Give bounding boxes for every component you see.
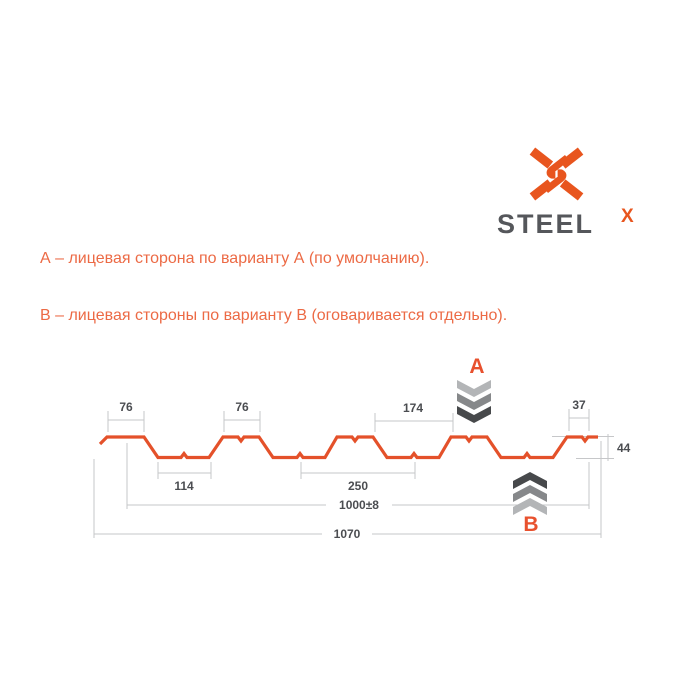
marker-b-label: B — [523, 513, 539, 536]
profile-outline — [98, 435, 598, 460]
note-line-b: В – лицевая стороны по варианту В (огова… — [40, 307, 508, 324]
marker-a-chevrons-icon — [457, 380, 491, 423]
dim-label-flange-mid: 76 — [235, 400, 249, 414]
dim-label-working-width: 1000±8 — [339, 498, 379, 512]
dim-label-pitch: 250 — [347, 479, 369, 493]
dimension-lines — [93, 409, 614, 538]
dim-label-flange-left: 76 — [119, 400, 133, 414]
dim-label-edge-lip: 37 — [572, 398, 586, 412]
dim-label-overall-width: 1070 — [333, 527, 361, 541]
marker-a-label: A — [469, 355, 485, 378]
note-line-a: А – лицевая сторона по варианту А (по ум… — [40, 250, 430, 267]
dim-label-height: 44 — [617, 441, 631, 455]
dim-label-crest-gap: 174 — [402, 401, 424, 415]
dim-label-valley-left: 114 — [174, 479, 194, 493]
marker-b-chevrons-icon — [513, 472, 547, 515]
